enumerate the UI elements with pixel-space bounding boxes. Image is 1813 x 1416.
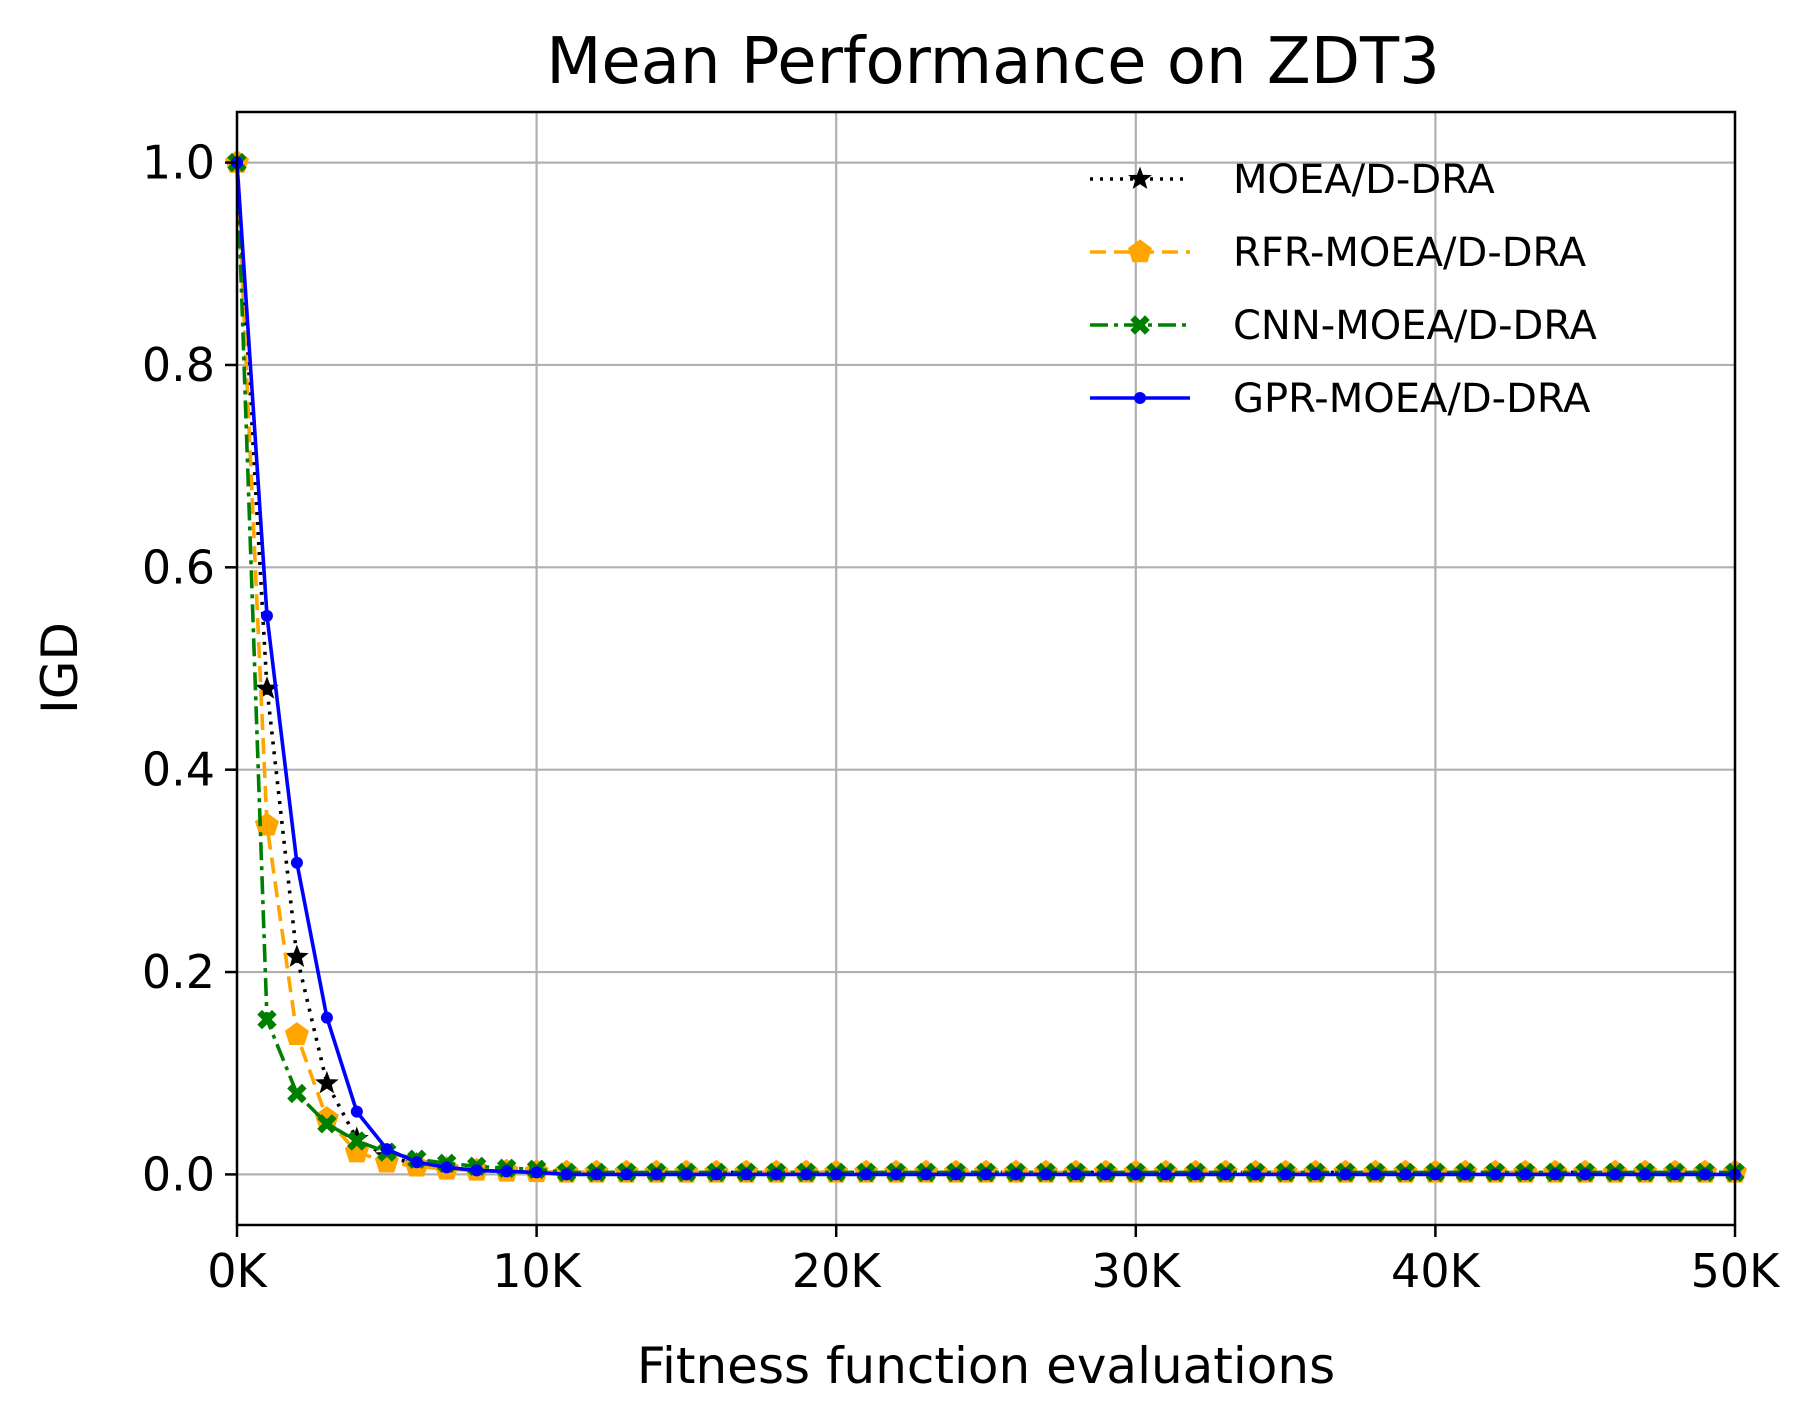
legend: MOEA/D-DRA RFR-MOEA/D-DRA CNN-MOEA/D-DRA GP… bbox=[1090, 157, 1598, 422]
data-point bbox=[740, 1168, 753, 1181]
legend-label: GPR-MOEA/D-DRA bbox=[1233, 376, 1591, 422]
data-point bbox=[260, 609, 273, 622]
data-point bbox=[287, 1083, 307, 1104]
data-point bbox=[530, 1166, 543, 1179]
data-point bbox=[410, 1156, 423, 1169]
legend-item: CNN-MOEA/D-DRA bbox=[1090, 303, 1598, 349]
data-point bbox=[1159, 1168, 1172, 1181]
data-point bbox=[920, 1168, 933, 1181]
data-point bbox=[1579, 1168, 1592, 1181]
legend-marker bbox=[1128, 239, 1152, 263]
y-tick-label: 0.0 bbox=[142, 1147, 215, 1201]
data-point bbox=[1189, 1168, 1202, 1181]
data-point bbox=[1369, 1168, 1382, 1181]
x-tick-label: 50K bbox=[1691, 1244, 1782, 1298]
legend-item: GPR-MOEA/D-DRA bbox=[1090, 376, 1591, 422]
y-tick-label: 0.4 bbox=[142, 743, 215, 797]
data-point bbox=[1489, 1168, 1502, 1181]
y-tick-label: 0.8 bbox=[142, 338, 215, 392]
data-point bbox=[500, 1165, 513, 1178]
legend-label: CNN-MOEA/D-DRA bbox=[1233, 303, 1598, 349]
y-tick-label: 1.0 bbox=[142, 136, 215, 190]
data-point bbox=[800, 1168, 813, 1181]
data-point bbox=[1099, 1168, 1112, 1181]
data-point bbox=[1699, 1168, 1712, 1181]
y-tick-label: 0.2 bbox=[142, 945, 215, 999]
grid-lines bbox=[235, 112, 1737, 1225]
data-point bbox=[350, 1105, 363, 1118]
data-point bbox=[470, 1164, 483, 1177]
series-gpr-moea-d-dra bbox=[231, 156, 1741, 1181]
legend-label: MOEA/D-DRA bbox=[1233, 157, 1495, 203]
data-point bbox=[1399, 1168, 1412, 1181]
data-point bbox=[1429, 1168, 1442, 1181]
data-point bbox=[1339, 1168, 1352, 1181]
legend-label: RFR-MOEA/D-DRA bbox=[1233, 230, 1587, 276]
data-point bbox=[285, 944, 309, 967]
data-point bbox=[860, 1168, 873, 1181]
data-point bbox=[620, 1168, 633, 1181]
x-axis-ticks: 0K 10K 20K 30K 40K 50K bbox=[207, 1225, 1781, 1298]
data-point bbox=[950, 1168, 963, 1181]
data-point bbox=[1669, 1168, 1682, 1181]
data-point bbox=[980, 1168, 992, 1181]
legend-item: RFR-MOEA/D-DRA bbox=[1090, 230, 1587, 276]
data-point bbox=[347, 1131, 367, 1151]
x-axis-label: Fitness function evaluations bbox=[637, 1337, 1335, 1395]
data-point bbox=[380, 1143, 393, 1156]
data-point bbox=[1519, 1168, 1532, 1181]
data-point bbox=[1009, 1168, 1022, 1181]
data-point bbox=[1279, 1168, 1292, 1181]
legend-marker bbox=[1128, 166, 1152, 190]
data-point bbox=[1039, 1168, 1052, 1181]
data-point bbox=[317, 1114, 337, 1134]
data-point bbox=[440, 1161, 453, 1174]
data-point bbox=[290, 856, 303, 869]
legend-item: MOEA/D-DRA bbox=[1090, 157, 1495, 203]
y-axis-label: IGD bbox=[31, 622, 89, 714]
data-point bbox=[710, 1168, 723, 1181]
data-point bbox=[890, 1168, 903, 1181]
data-point bbox=[560, 1168, 573, 1181]
data-point bbox=[320, 1011, 333, 1024]
x-tick-label: 40K bbox=[1391, 1244, 1482, 1298]
legend-marker bbox=[1130, 315, 1150, 335]
data-point bbox=[257, 1009, 277, 1030]
y-tick-label: 0.6 bbox=[142, 540, 215, 594]
y-axis-ticks: 0.0 0.2 0.4 0.6 0.8 1.0 bbox=[142, 136, 237, 1201]
series-layer bbox=[225, 149, 1747, 1183]
data-point bbox=[1309, 1168, 1322, 1181]
data-point bbox=[1069, 1168, 1082, 1181]
data-point bbox=[590, 1168, 603, 1181]
data-point bbox=[1639, 1168, 1652, 1181]
data-point bbox=[650, 1168, 663, 1181]
data-point bbox=[1609, 1168, 1622, 1181]
x-tick-label: 0K bbox=[207, 1244, 268, 1298]
data-point bbox=[1549, 1168, 1562, 1181]
data-point bbox=[770, 1168, 783, 1181]
x-tick-label: 10K bbox=[492, 1244, 583, 1298]
data-point bbox=[1219, 1168, 1232, 1181]
data-point bbox=[830, 1168, 843, 1181]
data-point bbox=[680, 1168, 693, 1181]
plot-frame bbox=[235, 110, 1737, 1227]
data-point bbox=[1129, 1168, 1142, 1181]
data-point bbox=[1249, 1168, 1262, 1181]
data-point bbox=[1459, 1168, 1472, 1181]
x-tick-label: 20K bbox=[792, 1244, 883, 1298]
data-point bbox=[284, 1022, 309, 1045]
x-tick-label: 30K bbox=[1091, 1244, 1182, 1298]
data-point bbox=[315, 1070, 339, 1094]
chart-title: Mean Performance on ZDT3 bbox=[546, 25, 1440, 99]
legend-marker bbox=[1134, 392, 1146, 404]
